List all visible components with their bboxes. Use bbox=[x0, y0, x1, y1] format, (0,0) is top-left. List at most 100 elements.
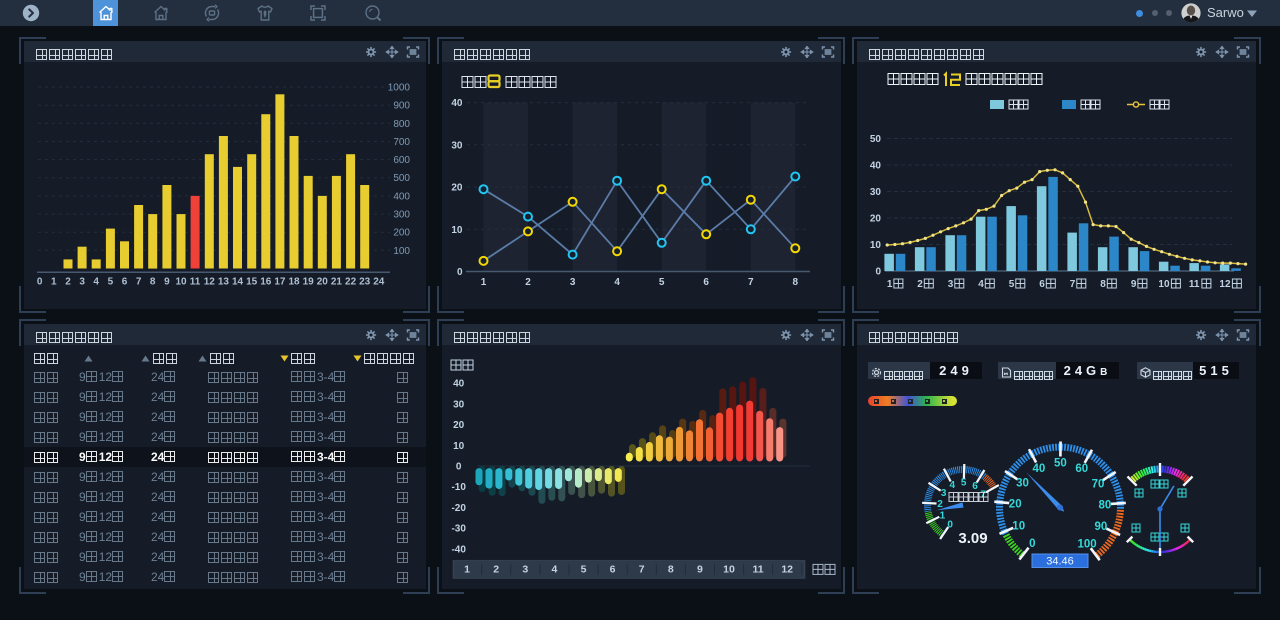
svg-text:20: 20 bbox=[870, 214, 882, 225]
svg-text:22: 22 bbox=[345, 277, 357, 288]
svg-text:6: 6 bbox=[610, 564, 616, 576]
svg-text:60: 60 bbox=[1075, 463, 1088, 475]
svg-text:12: 12 bbox=[1219, 279, 1231, 290]
svg-text:2: 2 bbox=[525, 277, 531, 288]
svg-text:50: 50 bbox=[870, 134, 882, 145]
svg-text:9: 9 bbox=[1131, 279, 1137, 290]
svg-text:2: 2 bbox=[937, 499, 943, 510]
svg-text:0: 0 bbox=[1029, 538, 1035, 550]
svg-text:8: 8 bbox=[1100, 279, 1106, 290]
svg-text:0: 0 bbox=[457, 267, 463, 278]
svg-text:6: 6 bbox=[703, 277, 709, 288]
svg-text:17: 17 bbox=[274, 277, 286, 288]
svg-text:3: 3 bbox=[948, 279, 954, 290]
svg-text:90: 90 bbox=[1095, 521, 1108, 533]
svg-text:800: 800 bbox=[393, 119, 410, 130]
svg-text:10: 10 bbox=[1012, 520, 1025, 532]
svg-text:7: 7 bbox=[136, 277, 142, 288]
svg-text:6: 6 bbox=[122, 277, 128, 288]
svg-text:200: 200 bbox=[393, 228, 410, 239]
svg-text:4: 4 bbox=[978, 279, 984, 290]
svg-text:5: 5 bbox=[108, 277, 114, 288]
svg-text:0: 0 bbox=[875, 267, 881, 278]
svg-text:500: 500 bbox=[393, 173, 410, 184]
svg-text:10: 10 bbox=[870, 240, 882, 251]
svg-text:3: 3 bbox=[522, 564, 528, 576]
svg-text:10: 10 bbox=[453, 441, 465, 452]
svg-text:9: 9 bbox=[164, 277, 170, 288]
svg-text:-30: -30 bbox=[451, 524, 466, 535]
svg-text:23: 23 bbox=[359, 277, 371, 288]
svg-text:10: 10 bbox=[723, 564, 735, 576]
svg-text:100: 100 bbox=[1078, 538, 1097, 550]
svg-text:-20: -20 bbox=[451, 503, 466, 514]
svg-text:5: 5 bbox=[961, 478, 967, 489]
svg-text:11: 11 bbox=[1189, 279, 1200, 290]
svg-text:16: 16 bbox=[260, 277, 272, 288]
svg-text:3: 3 bbox=[79, 277, 85, 288]
svg-text:2: 2 bbox=[917, 279, 923, 290]
svg-text:6: 6 bbox=[1039, 279, 1045, 290]
svg-text:21: 21 bbox=[331, 277, 343, 288]
svg-text:40: 40 bbox=[1033, 463, 1046, 475]
svg-text:24: 24 bbox=[373, 277, 385, 288]
svg-text:19: 19 bbox=[303, 277, 315, 288]
svg-text:7: 7 bbox=[1070, 279, 1076, 290]
svg-text:70: 70 bbox=[1092, 478, 1105, 490]
svg-text:1: 1 bbox=[940, 511, 946, 522]
svg-text:900: 900 bbox=[393, 101, 410, 112]
svg-text:20: 20 bbox=[317, 277, 329, 288]
svg-text:4: 4 bbox=[614, 277, 620, 288]
svg-text:7: 7 bbox=[639, 564, 645, 576]
svg-text:5: 5 bbox=[659, 277, 665, 288]
svg-text:40: 40 bbox=[451, 98, 463, 109]
svg-text:30: 30 bbox=[451, 140, 463, 151]
svg-text:30: 30 bbox=[1016, 478, 1029, 490]
svg-text:13: 13 bbox=[218, 277, 230, 288]
svg-text:5: 5 bbox=[581, 564, 587, 576]
svg-text:30: 30 bbox=[870, 187, 882, 198]
svg-text:40: 40 bbox=[453, 379, 465, 390]
svg-text:8: 8 bbox=[668, 564, 674, 576]
svg-text:20: 20 bbox=[1009, 499, 1022, 511]
svg-text:40: 40 bbox=[870, 161, 882, 172]
svg-text:1: 1 bbox=[464, 564, 470, 576]
svg-text:2: 2 bbox=[65, 277, 71, 288]
svg-text:-10: -10 bbox=[451, 482, 466, 493]
svg-text:4: 4 bbox=[950, 480, 956, 491]
svg-text:-40: -40 bbox=[451, 544, 466, 555]
svg-text:3.09: 3.09 bbox=[958, 530, 987, 547]
svg-text:11: 11 bbox=[753, 564, 764, 576]
svg-text:0: 0 bbox=[456, 462, 462, 473]
svg-text:10: 10 bbox=[451, 225, 463, 236]
svg-text:18: 18 bbox=[288, 277, 300, 288]
svg-text:20: 20 bbox=[453, 420, 465, 431]
svg-text:1: 1 bbox=[481, 277, 487, 288]
svg-text:10: 10 bbox=[1158, 279, 1170, 290]
svg-text:1: 1 bbox=[887, 279, 893, 290]
svg-text:15: 15 bbox=[246, 277, 258, 288]
svg-text:2: 2 bbox=[493, 564, 499, 576]
svg-text:4: 4 bbox=[551, 564, 557, 576]
svg-text:6: 6 bbox=[972, 481, 978, 492]
svg-text:12: 12 bbox=[781, 564, 793, 576]
svg-text:7: 7 bbox=[748, 277, 754, 288]
svg-text:5: 5 bbox=[1009, 279, 1015, 290]
svg-text:4: 4 bbox=[93, 277, 99, 288]
svg-text:10: 10 bbox=[175, 277, 187, 288]
svg-text:0: 0 bbox=[947, 520, 953, 531]
svg-text:30: 30 bbox=[453, 399, 465, 410]
svg-text:14: 14 bbox=[232, 277, 244, 288]
svg-text:34.46: 34.46 bbox=[1046, 556, 1074, 568]
svg-text:600: 600 bbox=[393, 155, 410, 166]
svg-text:300: 300 bbox=[393, 210, 410, 221]
svg-text:50: 50 bbox=[1054, 458, 1067, 470]
svg-text:20: 20 bbox=[451, 183, 463, 194]
svg-text:700: 700 bbox=[393, 137, 410, 148]
svg-text:9: 9 bbox=[697, 564, 703, 576]
svg-text:3: 3 bbox=[570, 277, 576, 288]
svg-text:400: 400 bbox=[393, 191, 410, 202]
svg-text:12: 12 bbox=[204, 277, 216, 288]
svg-text:80: 80 bbox=[1099, 499, 1112, 511]
svg-text:8: 8 bbox=[793, 277, 799, 288]
